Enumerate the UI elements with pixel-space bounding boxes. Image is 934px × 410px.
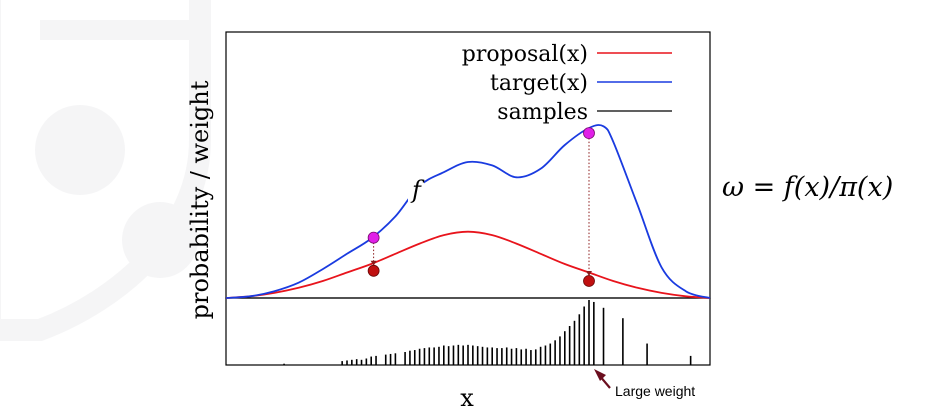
weight-arrows	[370, 138, 592, 276]
large-weight-label: Large weight	[615, 383, 695, 399]
legend: proposal(x) target(x) samples	[462, 42, 672, 125]
legend-label-samples: samples	[497, 100, 588, 125]
target-sample-point-1	[583, 127, 595, 140]
proposal-sample-point-0	[367, 264, 380, 277]
top-panel-frame	[225, 31, 711, 299]
weight-arrow-head-0	[370, 260, 377, 266]
target-sample-point-0	[367, 231, 380, 244]
density-curves	[225, 124, 711, 299]
large-weight-arrow-head	[594, 369, 606, 381]
target-curve	[225, 124, 711, 299]
proposal-curve	[225, 230, 711, 299]
weight-bars	[283, 300, 692, 365]
weight-formula: ω = f(x)/π(x)	[722, 172, 893, 203]
watermark-shield	[0, 0, 211, 341]
proposal-sample-point-1	[583, 275, 595, 287]
y-axis-label: probability / weight	[186, 80, 214, 319]
weight-arrow-head-1	[586, 271, 592, 276]
large-weight-annotation: Large weight	[594, 369, 695, 399]
legend-label-proposal: proposal(x)	[462, 42, 588, 67]
x-axis-label: x	[460, 384, 474, 410]
sample-markers	[367, 127, 595, 287]
legend-label-target: target(x)	[490, 71, 588, 96]
f-label-gap	[408, 176, 424, 206]
